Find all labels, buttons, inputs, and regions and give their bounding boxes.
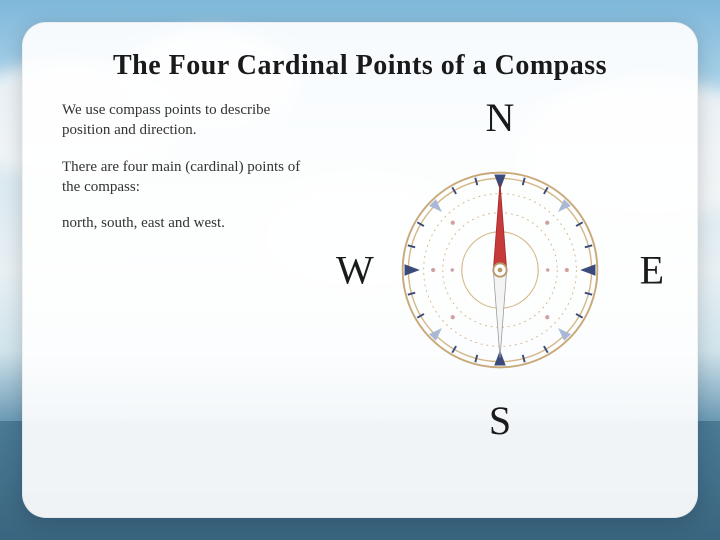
- paragraph-1: We use compass points to describe positi…: [62, 100, 322, 141]
- compass-area: N S W E: [342, 100, 658, 440]
- content-card: The Four Cardinal Points of a Compass We…: [22, 22, 698, 518]
- content-row: We use compass points to describe positi…: [62, 100, 658, 440]
- compass-label-west: W: [336, 247, 374, 294]
- compass-label-east: E: [640, 247, 664, 294]
- text-column: We use compass points to describe positi…: [62, 100, 322, 440]
- compass-label-south: S: [489, 397, 511, 444]
- compass-label-north: N: [486, 94, 515, 141]
- compass-rose-icon: [395, 165, 605, 375]
- page-title: The Four Cardinal Points of a Compass: [62, 50, 658, 82]
- paragraph-2: There are four main (cardinal) points of…: [62, 157, 322, 198]
- paragraph-3: north, south, east and west.: [62, 213, 322, 233]
